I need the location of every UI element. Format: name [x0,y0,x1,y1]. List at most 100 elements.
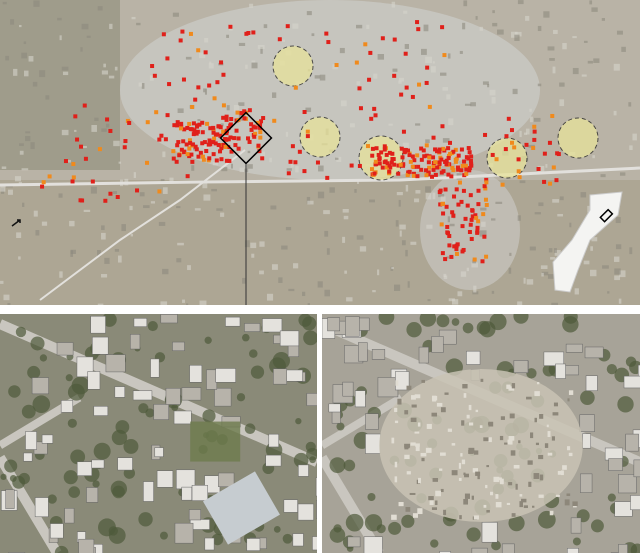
tree [15,326,27,338]
building-texture [288,288,295,292]
building-texture [356,81,361,86]
rubble [447,428,452,432]
building-texture [14,176,22,182]
building-texture [545,164,548,168]
damage-marker-destroyed [392,37,397,42]
tree [388,521,402,535]
damage-marker-destroyed [195,129,200,134]
damage-marker-destroyed [430,174,435,179]
building-texture [33,210,38,217]
damage-marker-destroyed [444,158,449,163]
damage-marker-destroyed [407,153,412,158]
damage-marker-destroyed [450,210,455,215]
damage-marker-severe [187,138,192,143]
damage-marker-severe [484,180,489,185]
building [365,413,379,430]
damage-marker-destroyed [257,149,262,154]
building [579,414,595,432]
damage-marker-destroyed [174,159,179,164]
tree [138,512,153,527]
building-texture [230,163,234,169]
damage-marker-severe [145,160,150,165]
building-texture [394,284,401,291]
damage-marker-destroyed [443,187,448,192]
damage-marker-severe [516,169,521,174]
building-texture [326,248,330,255]
damage-marker-destroyed [191,121,196,126]
rubble [404,445,409,450]
rubble [391,514,397,520]
building-texture [426,167,434,174]
main-road [0,166,640,187]
damage-marker-destroyed [157,137,162,142]
tree [590,519,604,533]
damage-marker-destroyed [379,150,384,155]
building [244,323,261,332]
damage-marker-severe [305,129,310,134]
damage-marker-severe [258,130,263,135]
building-texture [472,291,479,295]
rubble [486,510,490,513]
building [513,360,529,373]
tree [147,320,158,332]
rubble [410,442,416,446]
building-texture [108,75,115,79]
building-texture [388,123,393,126]
highlighted-area [486,137,528,179]
damage-marker-severe [235,110,240,115]
building-texture [59,271,63,278]
damage-marker-destroyed [193,97,198,102]
rubble [547,431,551,438]
building-texture [113,140,120,147]
damage-marker-destroyed [349,163,354,168]
rubble [551,436,555,441]
building-texture [2,1,7,5]
building-texture [131,16,136,20]
rubble [483,504,487,508]
rubble [421,379,425,383]
damage-marker-destroyed [196,85,201,90]
damage-marker-destroyed [444,162,449,167]
building-texture [402,142,409,149]
building [153,404,169,420]
damage-marker-destroyed [288,159,293,164]
rubble [469,422,474,426]
building [327,317,340,332]
building-texture [487,84,490,88]
rubble [534,417,537,423]
damage-marker-severe [205,121,210,126]
building-texture [129,205,133,211]
damage-marker-destroyed [415,20,420,25]
building-texture [336,156,342,163]
building-texture [158,221,166,226]
building-texture [0,184,6,192]
building-texture [335,157,339,160]
building-texture [356,24,363,29]
building [218,472,235,487]
damage-marker-destroyed [242,116,247,121]
damage-marker-destroyed [396,171,401,176]
building-texture [517,301,523,305]
before-satellite-image [0,314,317,553]
damage-marker-destroyed [437,160,442,165]
damage-marker-destroyed [224,137,229,142]
rubble [414,394,421,399]
damage-marker-destroyed [542,151,547,156]
damage-marker-destroyed [302,110,307,115]
damage-marker-destroyed [167,82,172,87]
building-texture [475,16,478,20]
damage-marker-destroyed [207,138,212,143]
building-texture [559,196,564,201]
building-texture [118,255,122,263]
building-texture [601,18,605,21]
damage-marker-destroyed [426,160,431,165]
building-texture [194,208,201,211]
building-texture [415,123,421,126]
rubble [486,465,490,468]
building [173,410,192,425]
building-texture [136,22,141,26]
tree [68,486,81,498]
damage-marker-destroyed [229,149,234,154]
damage-marker-destroyed [446,172,451,177]
tree [30,336,45,351]
